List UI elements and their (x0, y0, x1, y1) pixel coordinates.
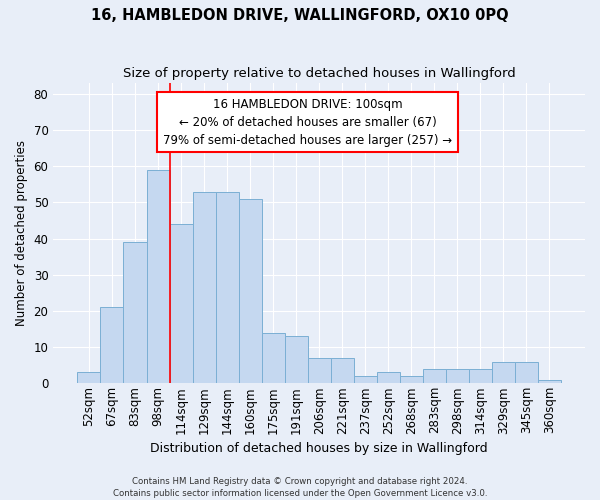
Bar (377, 372, 400, 384)
Bar (284, 336, 308, 384)
Bar (100, 308, 124, 384)
Bar (353, 376, 377, 384)
Bar (446, 369, 469, 384)
Bar (124, 242, 146, 384)
Bar (146, 170, 170, 384)
Bar (239, 199, 262, 384)
Text: 16, HAMBLEDON DRIVE, WALLINGFORD, OX10 0PQ: 16, HAMBLEDON DRIVE, WALLINGFORD, OX10 0… (91, 8, 509, 22)
Text: Contains HM Land Registry data © Crown copyright and database right 2024.
Contai: Contains HM Land Registry data © Crown c… (113, 476, 487, 498)
Bar (400, 376, 423, 384)
Bar (262, 332, 284, 384)
Bar (492, 362, 515, 384)
Bar (308, 358, 331, 384)
Bar (331, 358, 353, 384)
Bar (423, 369, 446, 384)
Bar (77, 372, 100, 384)
Bar (469, 369, 492, 384)
Title: Size of property relative to detached houses in Wallingford: Size of property relative to detached ho… (123, 68, 515, 80)
Bar (170, 224, 193, 384)
X-axis label: Distribution of detached houses by size in Wallingford: Distribution of detached houses by size … (151, 442, 488, 455)
Bar (215, 192, 239, 384)
Bar (538, 380, 561, 384)
Bar (193, 192, 215, 384)
Bar (515, 362, 538, 384)
Text: 16 HAMBLEDON DRIVE: 100sqm
← 20% of detached houses are smaller (67)
79% of semi: 16 HAMBLEDON DRIVE: 100sqm ← 20% of deta… (163, 98, 452, 146)
Y-axis label: Number of detached properties: Number of detached properties (15, 140, 28, 326)
